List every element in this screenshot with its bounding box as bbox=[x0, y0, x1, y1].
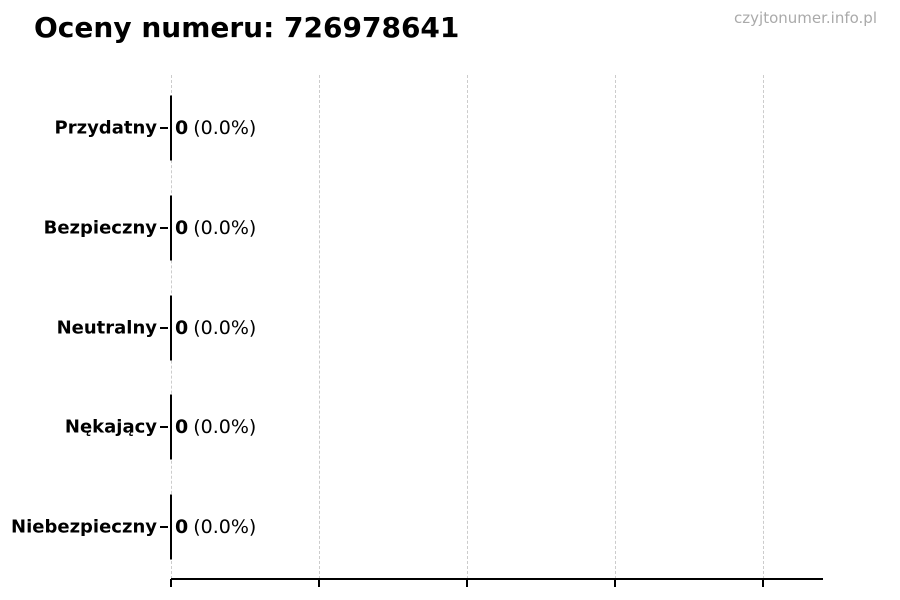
x-axis-tick bbox=[466, 579, 468, 587]
watermark-text: czyjtonumer.info.pl bbox=[734, 9, 877, 27]
category-label: Neutralny bbox=[56, 317, 157, 339]
bar-value-label: 0 (0.0%) bbox=[175, 217, 256, 239]
x-axis-tick bbox=[170, 579, 172, 587]
y-axis-tick bbox=[160, 227, 168, 229]
x-axis-line bbox=[171, 578, 823, 580]
category-label: Bezpieczny bbox=[43, 217, 157, 239]
bar-zero-line bbox=[170, 295, 172, 361]
bar-value-label: 0 (0.0%) bbox=[175, 416, 256, 438]
y-axis-tick bbox=[160, 327, 168, 329]
bar-zero-line bbox=[170, 494, 172, 560]
bar-value-label: 0 (0.0%) bbox=[175, 516, 256, 538]
bar-zero-line bbox=[170, 95, 172, 161]
bar-value-label: 0 (0.0%) bbox=[175, 317, 256, 339]
category-label: Niebezpieczny bbox=[11, 516, 157, 538]
x-axis-tick bbox=[318, 579, 320, 587]
y-axis-tick bbox=[160, 426, 168, 428]
x-axis-tick bbox=[614, 579, 616, 587]
bar-zero-line bbox=[170, 195, 172, 261]
bar-percent: (0.0%) bbox=[193, 217, 257, 239]
bar-count: 0 bbox=[175, 317, 189, 339]
category-label: Przydatny bbox=[54, 117, 157, 139]
y-axis-tick bbox=[160, 127, 168, 129]
bar-value-label: 0 (0.0%) bbox=[175, 117, 256, 139]
bar-percent: (0.0%) bbox=[193, 416, 257, 438]
x-gridline bbox=[763, 75, 764, 579]
bar-zero-line bbox=[170, 394, 172, 460]
bar-count: 0 bbox=[175, 217, 189, 239]
bar-count: 0 bbox=[175, 117, 189, 139]
x-axis-tick bbox=[762, 579, 764, 587]
bar-percent: (0.0%) bbox=[193, 516, 257, 538]
x-gridline bbox=[615, 75, 616, 579]
bar-count: 0 bbox=[175, 416, 189, 438]
bar-percent: (0.0%) bbox=[193, 117, 257, 139]
y-axis-tick bbox=[160, 526, 168, 528]
bar-count: 0 bbox=[175, 516, 189, 538]
category-label: Nękający bbox=[64, 416, 157, 438]
x-gridline bbox=[319, 75, 320, 579]
bar-percent: (0.0%) bbox=[193, 317, 257, 339]
chart-title: Oceny numeru: 726978641 bbox=[34, 11, 460, 44]
x-gridline bbox=[467, 75, 468, 579]
